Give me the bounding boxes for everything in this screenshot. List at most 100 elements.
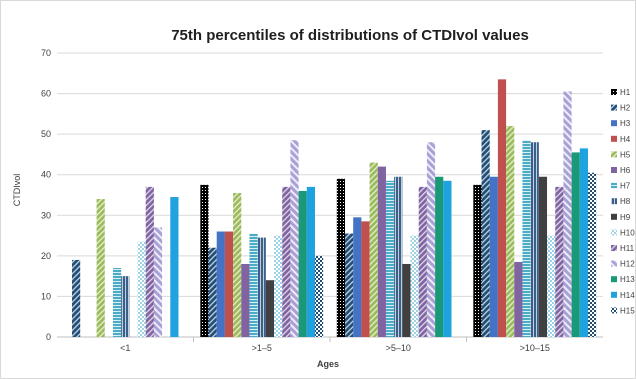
legend-label: H4 xyxy=(620,135,631,144)
bar-h4 xyxy=(224,231,234,337)
legend-swatch xyxy=(611,182,617,189)
y-axis-label: CTDIvol xyxy=(12,174,22,207)
legend-swatch xyxy=(611,120,617,127)
legend-label: H12 xyxy=(620,260,635,269)
bar-h10 xyxy=(137,241,146,337)
bar-h13 xyxy=(435,176,444,337)
bar-h5 xyxy=(506,126,515,338)
legend-swatch xyxy=(611,307,617,314)
bar-h2 xyxy=(481,130,490,337)
legend-label: H11 xyxy=(620,244,635,253)
bar-h15 xyxy=(314,255,324,337)
y-tick-label: 10 xyxy=(41,291,51,301)
bar-h14 xyxy=(579,148,588,337)
legend-label: H6 xyxy=(620,166,631,175)
legend-swatch xyxy=(611,291,617,298)
bar-h3 xyxy=(216,231,225,337)
bar-h4 xyxy=(361,221,370,337)
x-tick-label: >5–10 xyxy=(386,343,411,353)
bar-h6 xyxy=(514,261,523,337)
bar-h2 xyxy=(345,233,354,337)
legend-label: H8 xyxy=(620,197,631,206)
bar-h3 xyxy=(489,176,498,337)
bar-h8 xyxy=(394,176,403,337)
legend-swatch xyxy=(611,167,617,173)
bar-h1 xyxy=(336,178,346,337)
bar-h11 xyxy=(418,186,427,337)
bar-h9 xyxy=(265,280,275,337)
bar-h11 xyxy=(555,186,564,337)
bar-h7 xyxy=(249,233,258,337)
bar-h12 xyxy=(563,91,572,338)
bar-h9 xyxy=(402,263,411,337)
bar-h7 xyxy=(522,140,531,337)
bar-h15 xyxy=(587,172,597,337)
bar-h12 xyxy=(290,140,299,337)
bar-h11 xyxy=(282,186,291,337)
x-axis-ticks: <1 >1–5 >5–10 >10–15 xyxy=(120,337,550,353)
bar-h14 xyxy=(170,197,179,337)
bar-h8 xyxy=(530,142,539,337)
legend-label: H14 xyxy=(620,291,635,300)
bar-h5 xyxy=(369,162,378,337)
y-axis-ticks: 0 10 20 30 40 50 60 70 xyxy=(41,48,51,342)
legend-swatch xyxy=(611,89,617,95)
bar-h5 xyxy=(96,199,105,337)
bar-h6 xyxy=(241,263,250,337)
bar-h1 xyxy=(473,184,482,337)
x-tick-label: <1 xyxy=(120,343,130,353)
legend-label: H15 xyxy=(620,306,635,315)
legend-swatch xyxy=(611,135,617,142)
bar-h14 xyxy=(443,180,452,337)
bar-h1 xyxy=(200,184,209,337)
legend-swatch xyxy=(611,276,617,283)
y-tick-label: 20 xyxy=(41,251,51,261)
bar-h10 xyxy=(274,235,283,337)
bar-h12 xyxy=(426,142,436,337)
bar-h8 xyxy=(257,237,266,337)
legend-label: H2 xyxy=(620,104,631,113)
y-tick-label: 50 xyxy=(41,129,51,139)
legend-swatch xyxy=(611,260,617,267)
bar-h11 xyxy=(145,186,154,337)
legend-swatch xyxy=(611,104,617,111)
bar-h10 xyxy=(410,235,419,337)
bar-h4 xyxy=(497,79,507,337)
x-tick-label: >10–15 xyxy=(520,343,550,353)
x-tick-label: >1–5 xyxy=(252,343,272,353)
legend-label: H3 xyxy=(620,119,631,128)
bar-h9 xyxy=(538,176,548,337)
bar-h5 xyxy=(233,192,242,337)
legend: H1 H2 H3 H4 H5 H6 H7 H8 H9 H10 H11 H12 H13 H14 H15 xyxy=(611,88,635,315)
bar-h2 xyxy=(72,259,81,337)
legend-swatch xyxy=(611,229,617,236)
x-axis-label: Ages xyxy=(317,359,339,369)
legend-label: H7 xyxy=(620,182,631,191)
legend-label: H9 xyxy=(620,213,631,222)
legend-label: H10 xyxy=(620,228,635,237)
bar-h10 xyxy=(547,235,556,337)
legend-swatch xyxy=(611,198,617,205)
bar-h14 xyxy=(306,186,315,337)
bar-h2 xyxy=(208,247,217,337)
bar-h13 xyxy=(571,152,580,337)
bar-h13 xyxy=(298,190,307,337)
legend-label: H13 xyxy=(620,275,635,284)
bar-h12 xyxy=(153,227,163,337)
legend-swatch xyxy=(611,245,617,251)
y-tick-label: 0 xyxy=(46,332,51,342)
bar-h8 xyxy=(121,276,130,337)
chart-title: 75th percentiles of distributions of CTD… xyxy=(171,27,529,44)
bar-h7 xyxy=(385,180,395,337)
bar-h7 xyxy=(112,268,122,337)
bar-h6 xyxy=(377,166,386,337)
bar-h3 xyxy=(353,217,362,337)
y-tick-label: 60 xyxy=(41,89,51,99)
legend-label: H1 xyxy=(620,88,631,97)
legend-swatch xyxy=(611,151,617,158)
y-tick-label: 30 xyxy=(41,210,51,220)
legend-swatch xyxy=(611,213,617,220)
legend-label: H5 xyxy=(620,150,631,159)
bar-series xyxy=(72,79,597,338)
